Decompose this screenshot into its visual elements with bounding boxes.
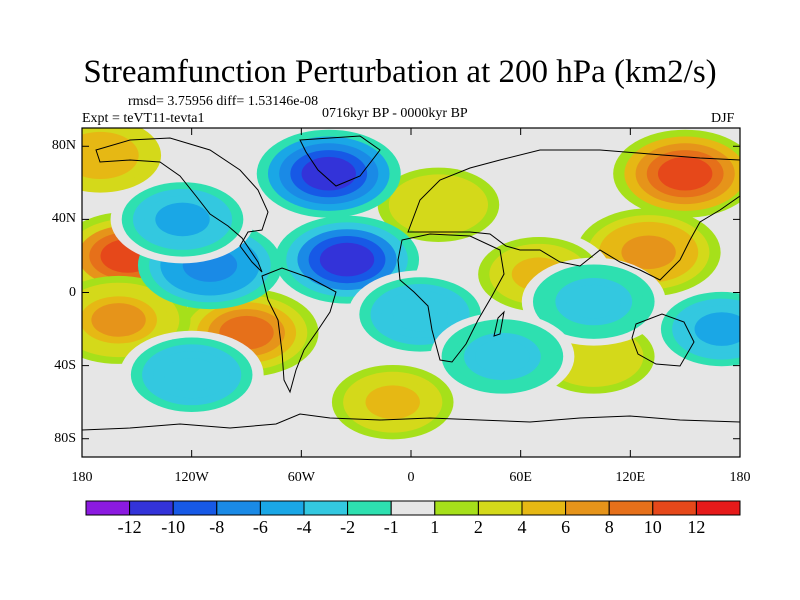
anomaly-contour xyxy=(365,385,420,419)
anomaly-contour xyxy=(164,357,219,392)
colorbar-swatch xyxy=(434,500,479,516)
lon-tick-label: 180 xyxy=(71,470,93,485)
colorbar-label: 12 xyxy=(687,517,706,537)
colorbar-swatch xyxy=(172,500,218,516)
anomaly-contour xyxy=(657,156,713,191)
coastline-africa xyxy=(397,233,505,363)
lon-tick-label: 60W xyxy=(287,470,315,485)
anomaly-contour xyxy=(91,303,146,337)
anomaly-contour xyxy=(155,202,210,237)
anomaly-contour xyxy=(82,138,128,173)
coastline-eurasia xyxy=(407,149,740,281)
colorbar-swatch xyxy=(565,500,610,516)
colorbar-label: 4 xyxy=(517,517,527,537)
lat-tick-label: 80S xyxy=(54,430,76,446)
colorbar xyxy=(85,500,741,516)
colorbar-label: 8 xyxy=(604,517,614,537)
coastline-antarctica xyxy=(82,413,740,431)
lat-tick-label: 0 xyxy=(69,284,76,300)
colorbar-swatch xyxy=(521,500,567,516)
period-text: 0716kyr BP - 0000kyr BP xyxy=(322,106,468,121)
anomaly-field xyxy=(82,128,740,447)
colorbar-label: -4 xyxy=(296,517,312,537)
lon-tick-label: 180 xyxy=(729,470,751,485)
lat-tick-label: 80N xyxy=(51,138,76,154)
colorbar-swatch xyxy=(303,500,349,516)
lat-tick-label: 40S xyxy=(54,357,76,373)
coastlines xyxy=(82,135,740,431)
season-text: DJF xyxy=(711,111,735,126)
colorbar-swatch xyxy=(652,500,697,516)
anomaly-contour xyxy=(621,235,676,270)
colorbar-label: -8 xyxy=(209,517,225,537)
lon-tick-label: 60E xyxy=(509,470,532,485)
colorbar-swatch xyxy=(347,500,392,516)
colorbar-swatch xyxy=(390,500,436,516)
colorbar-label: -1 xyxy=(383,517,399,537)
colorbar-swatch xyxy=(85,500,131,516)
anomaly-contour xyxy=(694,312,740,346)
anomaly-contour xyxy=(411,187,466,222)
colorbar-label: -2 xyxy=(340,517,356,537)
chart-title: Streamfunction Perturbation at 200 hPa (… xyxy=(83,54,717,90)
lon-tick-label: 120E xyxy=(615,470,646,485)
lon-tick-label: 0 xyxy=(407,470,415,485)
colorbar-label: -12 xyxy=(117,517,142,537)
colorbar-swatch xyxy=(695,500,741,516)
lon-tick-label: 120W xyxy=(174,470,209,485)
anomaly-contour xyxy=(392,297,448,332)
coastline-madagascar xyxy=(493,310,505,337)
experiment-text: Expt = teVT11-tevta1 xyxy=(82,111,205,126)
colorbar-swatch xyxy=(216,500,261,516)
colorbar-label: -6 xyxy=(252,517,268,537)
colorbar-label: -10 xyxy=(161,517,186,537)
coastline-australia xyxy=(631,313,695,367)
colorbar-swatch xyxy=(608,500,654,516)
coastline-north-america xyxy=(95,137,269,273)
anomaly-contour xyxy=(566,339,621,374)
colorbar-label: 2 xyxy=(473,517,483,537)
stats-text: rmsd= 3.75956 diff= 1.53146e-08 xyxy=(128,94,319,109)
colorbar-swatch xyxy=(129,500,174,516)
lat-tick-label: 40N xyxy=(51,211,76,227)
colorbar-label: 6 xyxy=(561,517,571,537)
colorbar-label: 1 xyxy=(430,517,440,537)
colorbar-label: 10 xyxy=(643,517,662,537)
coastline-greenland xyxy=(299,135,381,187)
anomaly-contour xyxy=(301,156,356,191)
colorbar-swatch xyxy=(259,500,305,516)
coastline-south-america xyxy=(261,267,337,394)
anomaly-contour xyxy=(566,284,621,319)
anomaly-contour xyxy=(319,242,375,277)
axis-ticks xyxy=(81,128,741,457)
anomaly-contour xyxy=(475,339,530,374)
colorbar-swatch xyxy=(477,500,523,516)
